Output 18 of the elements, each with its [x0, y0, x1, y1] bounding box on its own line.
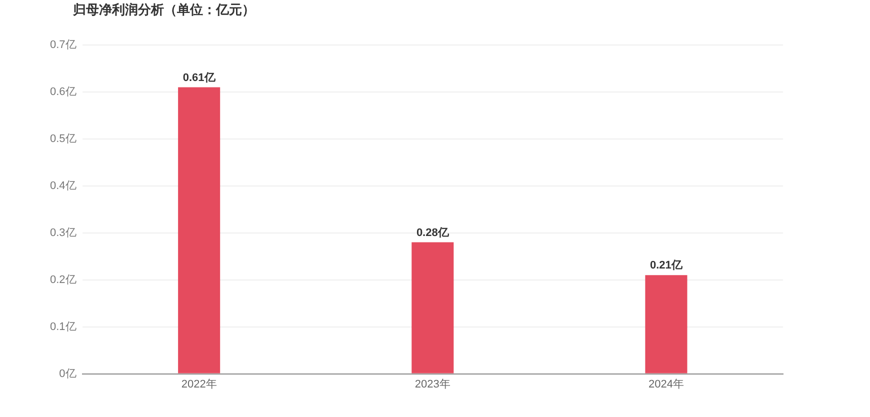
data-label: 0.21亿	[650, 260, 684, 272]
y-tick-label: 0亿	[59, 368, 76, 380]
data-label: 0.61亿	[182, 72, 216, 84]
y-tick-label: 0.7亿	[50, 39, 76, 52]
bar	[178, 87, 220, 374]
data-label: 0.28亿	[416, 226, 450, 239]
x-tick-label: 2024年	[648, 378, 684, 390]
y-tick-label: 0.2亿	[50, 274, 76, 286]
x-tick-label: 2022年	[181, 378, 217, 390]
y-tick-label: 0.3亿	[50, 226, 76, 239]
y-tick-label: 0.1亿	[50, 320, 76, 333]
chart-title: 归母净利润分析（单位：亿元）	[73, 1, 255, 19]
y-tick-label: 0.5亿	[50, 132, 76, 145]
bar	[412, 242, 454, 374]
y-tick-label: 0.6亿	[50, 86, 76, 98]
y-tick-label: 0.4亿	[50, 180, 76, 192]
x-tick-label: 2023年	[414, 378, 450, 390]
bar	[645, 275, 688, 374]
